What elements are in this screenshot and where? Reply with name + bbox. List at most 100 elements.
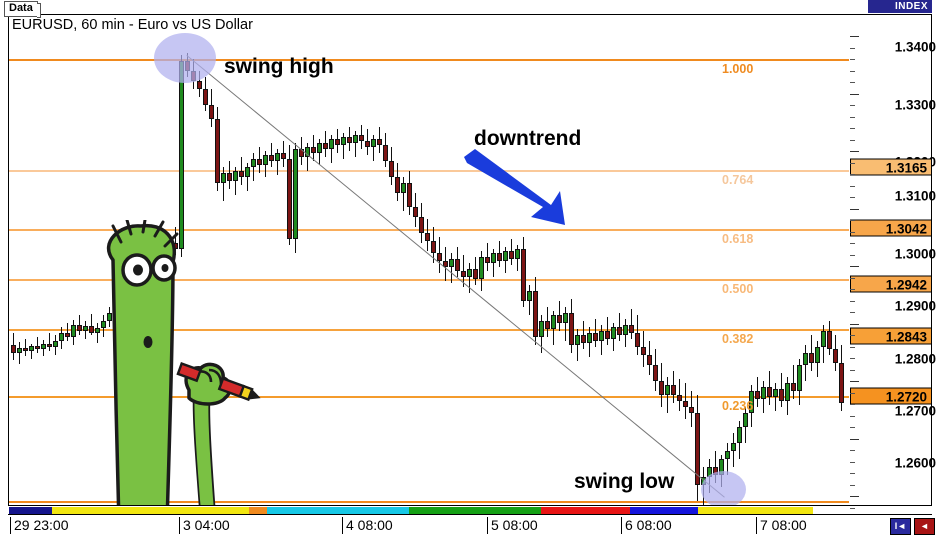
axis-tick: [850, 427, 855, 428]
price-tag-highlight[interactable]: 1.2843: [850, 327, 932, 345]
price-label: 1.3400: [894, 39, 936, 55]
candle-body: [821, 331, 826, 347]
candle-wick: [91, 314, 92, 335]
axis-tick: [850, 415, 855, 417]
scroll-back-button[interactable]: ◄: [914, 518, 935, 535]
scroll-to-start-button[interactable]: I◄: [890, 518, 911, 535]
candle-body: [623, 325, 628, 335]
fib-label-0.500: 0.500: [722, 282, 754, 296]
price-label: 1.2800: [894, 351, 936, 367]
fib-line-1.000[interactable]: [9, 59, 849, 61]
candle-body: [617, 327, 622, 335]
candle-body: [749, 391, 754, 413]
price-label: 1.3100: [894, 188, 936, 204]
candle-body: [503, 251, 508, 261]
chart-plot-area[interactable]: 1.000 0.764 0.618 0.500 0.382 0.236: [8, 14, 849, 506]
axis-tick: [850, 208, 859, 210]
candle-body: [413, 207, 418, 217]
candle-body: [659, 381, 664, 395]
axis-tick: [850, 484, 855, 486]
candle-body: [515, 249, 520, 259]
candle-body: [665, 385, 670, 395]
candle-body: [347, 137, 352, 143]
candle-body: [419, 217, 424, 233]
candle-body: [311, 147, 316, 153]
axis-tick: [850, 392, 855, 394]
candle-body: [803, 353, 808, 365]
candle-body: [527, 291, 532, 301]
axis-tick: [850, 450, 855, 451]
candle-body: [365, 141, 370, 147]
price-tag-highlight[interactable]: 1.2720: [850, 387, 932, 405]
candle-body: [791, 383, 796, 391]
price-tag-highlight[interactable]: 1.2942: [850, 275, 932, 293]
price-axis[interactable]: [849, 14, 932, 506]
fib-line-base[interactable]: [9, 501, 849, 503]
candle-body: [65, 333, 70, 337]
fib-line-0.618[interactable]: [9, 229, 849, 231]
candle-body: [71, 325, 76, 337]
candle-body: [251, 159, 256, 167]
candle-body: [89, 326, 94, 333]
mascot-character: [69, 218, 279, 505]
candle-body: [323, 143, 328, 149]
swing-high-highlight: [154, 33, 216, 83]
fib-label-0.764: 0.764: [722, 173, 754, 187]
session-segment: [409, 507, 542, 514]
price-tag-highlight[interactable]: 1.3042: [850, 219, 932, 237]
candle-body: [11, 345, 16, 353]
time-axis[interactable]: 29 23:00 3 04:00 4 08:00 5 08:00 6 08:00 7 08…: [8, 514, 932, 539]
candle-body: [557, 315, 562, 323]
fib-line-0.382[interactable]: [9, 329, 849, 331]
candle-body: [611, 327, 616, 339]
axis-tick: [850, 128, 855, 129]
candle-body: [47, 344, 52, 347]
nav-arrow-icon: ◄: [920, 521, 929, 531]
fib-line-0.236[interactable]: [9, 396, 849, 398]
candle-wick: [565, 307, 566, 341]
candle-body: [59, 333, 64, 341]
candle-body: [671, 385, 676, 395]
axis-tick: [850, 151, 859, 152]
candle-body: [383, 145, 388, 161]
candle-body: [95, 328, 100, 333]
axis-tick: [850, 381, 859, 382]
candle-body: [275, 153, 280, 161]
axis-tick: [850, 346, 855, 348]
time-label: 4 08:00: [342, 517, 393, 534]
candle-wick: [793, 365, 794, 399]
candle-body: [53, 341, 58, 347]
fib-line-0.500[interactable]: [9, 279, 849, 281]
candle-body: [431, 241, 436, 253]
candle-body: [737, 427, 742, 443]
candle-body: [215, 119, 220, 183]
candle-wick: [667, 377, 668, 413]
price-label: 1.3000: [894, 246, 936, 262]
fib-label-0.236: 0.236: [722, 399, 754, 413]
fib-label-0.382: 0.382: [722, 332, 754, 346]
session-color-strip: [9, 507, 849, 514]
fib-line-0.764[interactable]: [9, 170, 849, 172]
candle-body: [41, 344, 46, 349]
session-segment: [267, 507, 410, 514]
candle-body: [437, 253, 442, 261]
candle-body: [17, 348, 22, 353]
price-label: 1.2600: [894, 455, 936, 471]
axis-tick: [850, 197, 855, 198]
data-tab[interactable]: Data: [4, 1, 41, 18]
candle-body: [575, 335, 580, 345]
axis-tick: [850, 300, 855, 302]
axis-tick: [850, 93, 859, 95]
candle-wick: [31, 344, 32, 359]
candle-body: [635, 333, 640, 347]
axis-tick: [850, 174, 855, 175]
candle-body: [455, 259, 460, 271]
candle-body: [773, 389, 778, 397]
candle-wick: [343, 133, 344, 159]
candle-body: [581, 335, 586, 343]
candle-body: [107, 313, 112, 321]
price-tag-highlight[interactable]: 1.3165: [850, 158, 932, 176]
time-label: 7 08:00: [756, 517, 807, 534]
candle-body: [599, 331, 604, 341]
candle-wick: [727, 443, 728, 475]
